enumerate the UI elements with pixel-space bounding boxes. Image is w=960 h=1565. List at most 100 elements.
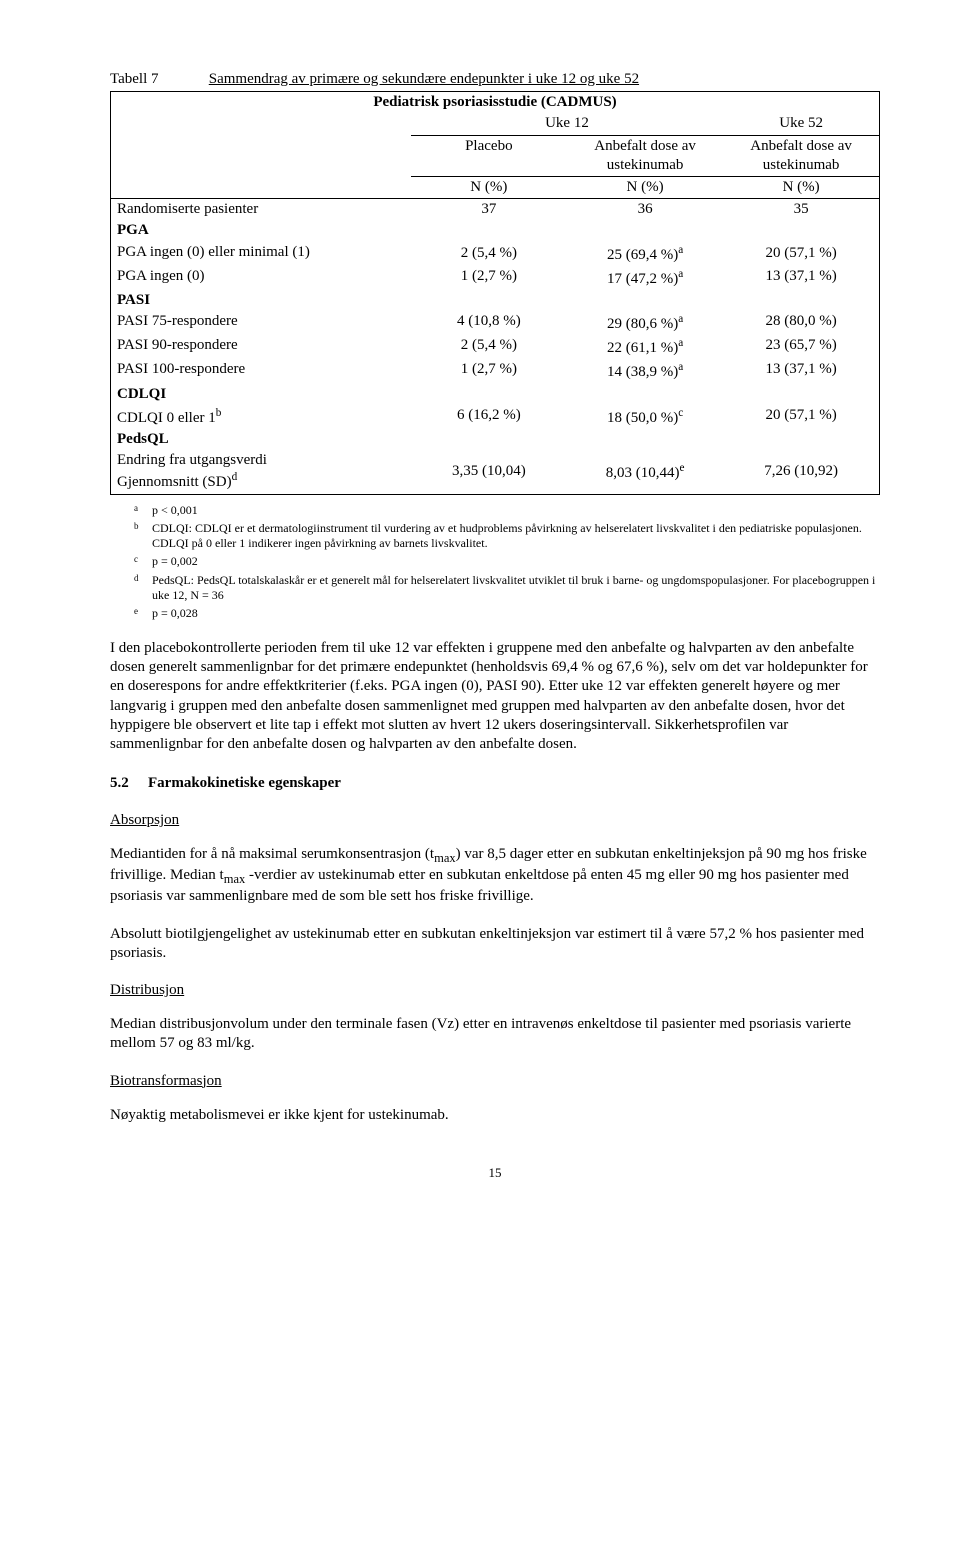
- cell: 20 (57,1 %): [723, 242, 879, 266]
- cell: 3,35 (10,04): [411, 450, 567, 494]
- paragraph: Nøyaktig metabolismevei er ikke kjent fo…: [110, 1106, 880, 1125]
- cell-value: 14 (38,9 %): [607, 364, 678, 380]
- row-label-sup: b: [216, 407, 222, 419]
- cell: 18 (50,0 %)c: [567, 405, 723, 429]
- row-label-line1: Endring fra utgangsverdi: [117, 452, 267, 468]
- row-label: PGA ingen (0) eller minimal (1): [111, 242, 411, 266]
- row-label: PGA ingen (0): [111, 266, 411, 290]
- table-row: CDLQI: [111, 384, 880, 405]
- cell: 8,03 (10,44)e: [567, 450, 723, 494]
- paragraph: Absolutt biotilgjengelighet av ustekinum…: [110, 925, 880, 963]
- cell-value: 17 (47,2 %): [607, 271, 678, 287]
- subscript: max: [224, 872, 246, 886]
- cell: 36: [567, 199, 723, 221]
- row-label: PASI 75-respondere: [111, 311, 411, 335]
- footnote-mark: d: [134, 573, 139, 584]
- text: Mediantiden for å nå maksimal serumkonse…: [110, 846, 434, 862]
- footnote: cp = 0,002: [134, 554, 880, 569]
- footnote-mark: b: [134, 521, 139, 532]
- subsection-heading: Absorpsjon: [110, 811, 880, 830]
- footnote-text: p = 0,028: [152, 606, 198, 620]
- clinical-table: Pediatrisk psoriasisstudie (CADMUS) Uke …: [110, 91, 880, 494]
- group-label: PASI: [111, 290, 880, 311]
- cell: 4 (10,8 %): [411, 311, 567, 335]
- footnote-mark: a: [134, 503, 138, 514]
- footnote-text: p = 0,002: [152, 554, 198, 568]
- footnote: b CDLQI: CDLQI er et dermatologiinstrumen…: [134, 521, 880, 550]
- table-row: PGA ingen (0) 1 (2,7 %) 17 (47,2 %)a 13 …: [111, 266, 880, 290]
- paragraph: Median distribusjonvolum under den termi…: [110, 1015, 880, 1053]
- table-row: PASI: [111, 290, 880, 311]
- cell: 2 (5,4 %): [411, 242, 567, 266]
- study-title: Pediatrisk psoriasisstudie (CADMUS): [111, 92, 880, 114]
- subsection-heading: Biotransformasjon: [110, 1072, 880, 1091]
- footnote-text: p < 0,001: [152, 503, 198, 517]
- cell-value: 25 (69,4 %): [607, 247, 678, 263]
- cell: 28 (80,0 %): [723, 311, 879, 335]
- group-label: CDLQI: [111, 384, 880, 405]
- col-head-dose52: Anbefalt dose av ustekinumab: [723, 135, 879, 176]
- footnote-text: PedsQL: PedsQL totalskalaskår er et gene…: [152, 573, 875, 602]
- row-label-sup: d: [232, 471, 238, 483]
- group-label: PedsQL: [111, 429, 880, 450]
- subsection-heading: Distribusjon: [110, 981, 880, 1000]
- footnote: d PedsQL: PedsQL totalskalaskår er et gen…: [134, 573, 880, 602]
- table-row: PGA ingen (0) eller minimal (1) 2 (5,4 %…: [111, 242, 880, 266]
- table-row: PASI 100-respondere 1 (2,7 %) 14 (38,9 %…: [111, 359, 880, 383]
- row-label-text: CDLQI 0 eller 1: [117, 410, 216, 426]
- col-head-dose12: Anbefalt dose av ustekinumab: [567, 135, 723, 176]
- row-label: Randomiserte pasienter: [111, 199, 411, 221]
- table-row: PASI 75-respondere 4 (10,8 %) 29 (80,6 %…: [111, 311, 880, 335]
- cell-value: 8,03 (10,44): [606, 465, 680, 481]
- table-row: PASI 90-respondere 2 (5,4 %) 22 (61,1 %)…: [111, 335, 880, 359]
- cell-sup: a: [678, 313, 683, 325]
- row-label: Endring fra utgangsverdi Gjennomsnitt (S…: [111, 450, 411, 494]
- col-head-npct1: N (%): [411, 176, 567, 198]
- cell: 2 (5,4 %): [411, 335, 567, 359]
- footnotes: a p < 0,001 b CDLQI: CDLQI er et dermatolo…: [110, 503, 880, 621]
- col-head-week12: Uke 12: [411, 113, 724, 135]
- cell-sup: a: [678, 268, 683, 280]
- cell: 1 (2,7 %): [411, 266, 567, 290]
- section-heading: 5.2Farmakokinetiske egenskaper: [110, 774, 880, 793]
- cell-value: 29 (80,6 %): [607, 316, 678, 332]
- cell: 13 (37,1 %): [723, 266, 879, 290]
- row-label-line2: Gjennomsnitt (SD): [117, 474, 232, 490]
- footnote-text: CDLQI: CDLQI er et dermatologiinstrument…: [152, 521, 862, 550]
- cell-sup: e: [679, 462, 684, 474]
- subscript: max: [434, 851, 456, 865]
- cell: 37: [411, 199, 567, 221]
- group-label: PGA: [111, 220, 880, 241]
- cell-value: 22 (61,1 %): [607, 340, 678, 356]
- footnote: e p = 0,028: [134, 606, 880, 621]
- col-head-npct3: N (%): [723, 176, 879, 198]
- cell: 7,26 (10,92): [723, 450, 879, 494]
- row-label: CDLQI 0 eller 1b: [111, 405, 411, 429]
- table-row: Randomiserte pasienter 37 36 35: [111, 199, 880, 221]
- footnote-mark: e: [134, 606, 138, 617]
- cell: 17 (47,2 %)a: [567, 266, 723, 290]
- table-row: PGA: [111, 220, 880, 241]
- footnote: a p < 0,001: [134, 503, 880, 518]
- cell: 14 (38,9 %)a: [567, 359, 723, 383]
- cell: 6 (16,2 %): [411, 405, 567, 429]
- cell: 35: [723, 199, 879, 221]
- cell-sup: a: [678, 337, 683, 349]
- table-caption-text: Sammendrag av primære og sekundære endep…: [209, 71, 639, 87]
- cell: 23 (65,7 %): [723, 335, 879, 359]
- cell-sup: a: [678, 244, 683, 256]
- paragraph: Mediantiden for å nå maksimal serumkonse…: [110, 845, 880, 906]
- row-label: PASI 100-respondere: [111, 359, 411, 383]
- cell: 22 (61,1 %)a: [567, 335, 723, 359]
- page-number: 15: [110, 1165, 880, 1182]
- paragraph: I den placebokontrollerte perioden frem …: [110, 639, 880, 754]
- cell: 13 (37,1 %): [723, 359, 879, 383]
- cell-sup: c: [678, 407, 683, 419]
- cell: 20 (57,1 %): [723, 405, 879, 429]
- cell-value: 18 (50,0 %): [607, 410, 678, 426]
- table-row: CDLQI 0 eller 1b 6 (16,2 %) 18 (50,0 %)c…: [111, 405, 880, 429]
- col-head-placebo: Placebo: [411, 135, 567, 176]
- col-head-npct2: N (%): [567, 176, 723, 198]
- table-label: Tabell 7: [110, 70, 205, 89]
- cell: 25 (69,4 %)a: [567, 242, 723, 266]
